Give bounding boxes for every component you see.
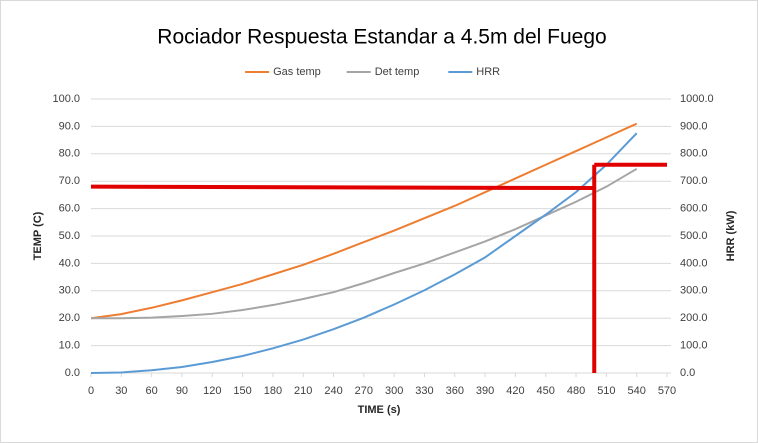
y-tick-label: 40.0	[59, 257, 80, 269]
y2-tick-label: 300.0	[680, 285, 708, 297]
x-tick-label: 390	[476, 385, 494, 397]
y2-tick-label: 900.0	[680, 120, 708, 132]
y2-tick-label: 500.0	[680, 230, 708, 242]
legend-label: Gas temp	[273, 66, 321, 78]
x-tick-label: 120	[203, 385, 221, 397]
y-axis-title: TEMP (C)	[32, 211, 44, 260]
x-tick-label: 0	[88, 385, 94, 397]
series-line	[90, 122, 638, 320]
legend-label: Det temp	[375, 66, 420, 78]
x-tick-label: 210	[294, 385, 312, 397]
x-tick-label: 420	[506, 385, 524, 397]
y-tick-label: 10.0	[59, 340, 80, 352]
y2-tick-label: 100.0	[680, 340, 708, 352]
y2-tick-label: 1000.0	[680, 93, 714, 105]
reference-line	[90, 184, 595, 191]
y2-tick-label: 400.0	[680, 257, 708, 269]
y-tick-label: 90.0	[59, 120, 80, 132]
y-tick-label: 20.0	[59, 312, 80, 324]
x-tick-label: 360	[446, 385, 464, 397]
x-tick-label: 180	[264, 385, 282, 397]
y-tick-label: 60.0	[59, 203, 80, 215]
y-tick-label: 30.0	[59, 285, 80, 297]
chart-title: Rociador Respuesta Estandar a 4.5m del F…	[157, 26, 606, 49]
x-tick-label: 270	[355, 385, 373, 397]
y2-tick-label: 0.0	[680, 367, 695, 379]
x-tick-label: 480	[567, 385, 585, 397]
y-tick-label: 80.0	[59, 148, 80, 160]
y2-tick-label: 200.0	[680, 312, 708, 324]
series-line	[90, 132, 638, 374]
y-tick-label: 50.0	[59, 230, 80, 242]
x-tick-label: 150	[233, 385, 251, 397]
x-tick-label: 540	[628, 385, 646, 397]
y2-tick-label: 800.0	[680, 148, 708, 160]
y2-tick-label: 600.0	[680, 203, 708, 215]
x-axis-title: TIME (s)	[358, 404, 401, 416]
x-tick-label: 570	[658, 385, 676, 397]
x-tick-label: 330	[415, 385, 433, 397]
x-tick-label: 510	[597, 385, 615, 397]
y-tick-label: 70.0	[59, 175, 80, 187]
y-tick-label: 100.0	[52, 93, 80, 105]
x-tick-label: 90	[176, 385, 188, 397]
x-tick-label: 450	[537, 385, 555, 397]
x-tick-label: 60	[146, 385, 158, 397]
x-tick-label: 240	[324, 385, 342, 397]
y2-axis-title: HRR (kW)	[725, 210, 737, 261]
x-tick-label: 30	[115, 385, 127, 397]
y-tick-label: 0.0	[65, 367, 80, 379]
y2-tick-label: 700.0	[680, 175, 708, 187]
legend-label: HRR	[476, 66, 500, 78]
x-tick-label: 300	[385, 385, 403, 397]
